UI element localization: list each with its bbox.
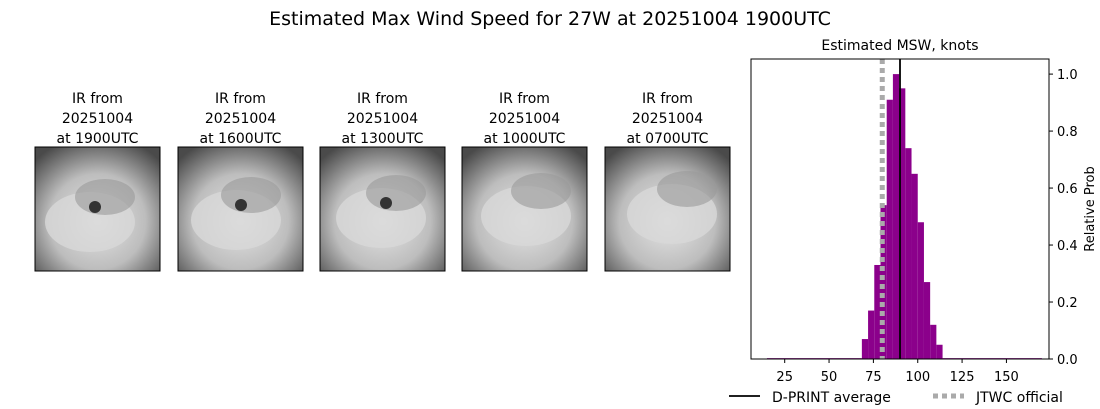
bar: [899, 88, 906, 359]
cloud-band: [75, 179, 135, 215]
legend-label: D-PRINT average: [772, 390, 891, 406]
bar: [923, 282, 931, 359]
panel-label: IR from: [72, 91, 123, 107]
panel-label: IR from: [215, 91, 266, 107]
eye: [380, 197, 392, 209]
axes-title: Estimated MSW, knots: [821, 38, 978, 54]
bar: [868, 310, 875, 359]
bar: [874, 264, 881, 359]
bar: [886, 99, 893, 360]
y-tick-label: 0.8: [1057, 125, 1078, 140]
y-tick-label: 0.6: [1057, 182, 1078, 197]
figure-title: Estimated Max Wind Speed for 27W at 2025…: [269, 8, 831, 30]
y-axis-label: Relative Prob: [1083, 166, 1098, 251]
panel-label: at 1600UTC: [200, 131, 282, 147]
bar: [861, 339, 869, 359]
panel-label: 20251004: [347, 111, 418, 127]
y-tick-label: 0.4: [1057, 239, 1078, 254]
panel-label: IR from: [357, 91, 408, 107]
eye: [235, 199, 247, 211]
x-tick-label: 100: [905, 370, 930, 385]
y-tick-label: 1.0: [1057, 68, 1078, 83]
panel-label: at 1300UTC: [342, 131, 424, 147]
panel-label: IR from: [499, 91, 550, 107]
panel-label: 20251004: [62, 111, 133, 127]
bar: [905, 148, 912, 359]
cloud-band: [511, 173, 571, 209]
panel-label: IR from: [642, 91, 693, 107]
bar: [880, 205, 887, 359]
bar: [917, 222, 924, 359]
panel-label: 20251004: [205, 111, 276, 127]
x-tick-label: 25: [776, 370, 793, 385]
bar: [930, 324, 937, 359]
x-tick-label: 50: [821, 370, 838, 385]
legend-label: JTWC official: [975, 390, 1063, 406]
eye: [89, 201, 101, 213]
x-tick-label: 150: [994, 370, 1019, 385]
panel-label: 20251004: [632, 111, 703, 127]
bar: [892, 74, 900, 359]
cloud-band: [366, 175, 426, 211]
x-tick-label: 125: [950, 370, 975, 385]
cloud-band: [221, 177, 281, 213]
panel-label: 20251004: [489, 111, 560, 127]
x-tick-label: 75: [865, 370, 882, 385]
y-tick-label: 0.0: [1057, 353, 1078, 368]
panel-label: at 1000UTC: [484, 131, 566, 147]
bar: [936, 344, 943, 359]
panel-label: at 0700UTC: [627, 131, 709, 147]
cloud-band: [657, 171, 717, 207]
bar: [911, 173, 918, 359]
y-tick-label: 0.2: [1057, 296, 1078, 311]
axes-frame: [750, 58, 1050, 360]
panel-label: at 1900UTC: [57, 131, 139, 147]
